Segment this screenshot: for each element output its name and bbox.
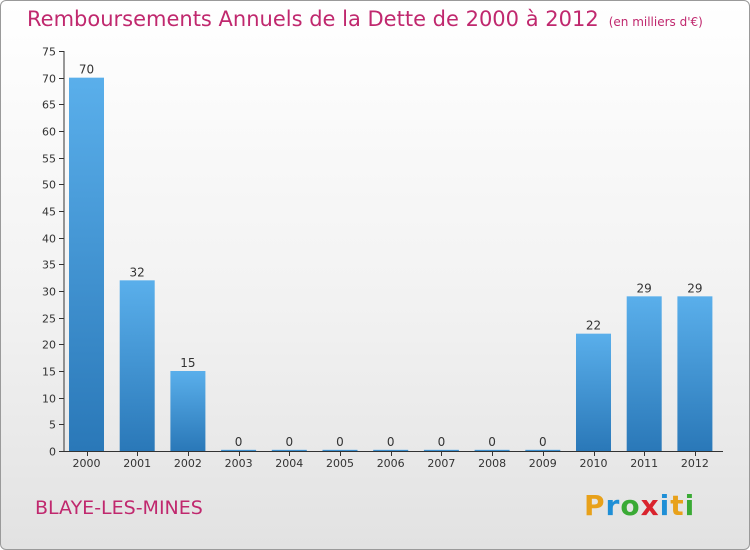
bar-value-label: 0 xyxy=(235,435,243,449)
chart-axes: 0 5 10 15 20 25 30 35 40 45 50 55 60 65 70 75 xyxy=(42,46,723,459)
x-tick-label: 2012 xyxy=(681,457,709,470)
bar xyxy=(69,77,104,452)
y-tick-label: 50 xyxy=(42,179,56,192)
x-tick-label: 2010 xyxy=(580,457,608,470)
logo-letter: i xyxy=(659,489,671,522)
bar-value-label: 0 xyxy=(285,435,293,449)
logo-letter: x xyxy=(640,489,660,522)
x-tick-label: 2009 xyxy=(529,457,557,470)
x-tick-label: 2000 xyxy=(73,457,101,470)
y-tick-label: 55 xyxy=(42,153,56,166)
y-tick-label: 70 xyxy=(42,73,56,86)
y-tick-label: 25 xyxy=(42,313,56,326)
y-tick-label: 30 xyxy=(42,286,56,299)
bar xyxy=(576,333,611,451)
town-name: BLAYE-LES-MINES xyxy=(35,497,203,519)
bar-value-label: 15 xyxy=(180,356,195,370)
bar xyxy=(271,449,307,451)
bar-value-label: 0 xyxy=(336,435,344,449)
chart-title-text: Remboursements Annuels de la Dette de 20… xyxy=(27,7,599,31)
x-tick-label: 2006 xyxy=(377,457,405,470)
logo-letter: P xyxy=(584,489,606,522)
y-tick-label: 40 xyxy=(42,233,56,246)
x-tick-label: 2002 xyxy=(174,457,202,470)
y-tick-label: 15 xyxy=(42,366,56,379)
x-tick-label: 2007 xyxy=(427,457,455,470)
bar-value-label: 29 xyxy=(637,281,652,295)
bar xyxy=(423,449,459,451)
bar xyxy=(119,280,155,451)
chart-title: Remboursements Annuels de la Dette de 20… xyxy=(27,7,703,31)
logo-letter: r xyxy=(605,489,621,522)
bar xyxy=(677,296,713,451)
chart-bars xyxy=(69,77,713,452)
y-tick-label: 20 xyxy=(42,339,56,352)
x-tick-label: 2011 xyxy=(630,457,658,470)
bar xyxy=(525,449,561,451)
bar-value-label: 70 xyxy=(79,63,94,77)
x-tick-label: 2004 xyxy=(275,457,303,470)
y-tick-label: 60 xyxy=(42,126,56,139)
logo-letter: o xyxy=(620,489,641,522)
y-tick-label: 0 xyxy=(49,446,56,459)
bar xyxy=(221,449,257,451)
logo-letter: i xyxy=(684,489,696,522)
bar xyxy=(373,449,409,451)
bar xyxy=(626,296,662,451)
proxiti-logo[interactable]: Proxiti xyxy=(584,489,695,522)
x-tick-label: 2005 xyxy=(326,457,354,470)
bar-value-label: 0 xyxy=(539,435,547,449)
chart-unit: (en milliers d'€) xyxy=(608,15,703,29)
bar-value-label: 0 xyxy=(488,435,496,449)
bar-value-label: 32 xyxy=(130,265,145,279)
bar-value-label: 22 xyxy=(586,319,601,333)
bar-value-label: 0 xyxy=(387,435,395,449)
y-tick-label: 45 xyxy=(42,206,56,219)
bar xyxy=(474,449,510,451)
bar-value-label: 0 xyxy=(438,435,446,449)
y-tick-label: 10 xyxy=(42,393,56,406)
x-tick-label: 2001 xyxy=(123,457,151,470)
chart-labels: 70 2000 32 2001 15 2002 0 2003 0 2004 0 2005 0 2006 0 2… xyxy=(73,63,709,470)
x-tick-label: 2003 xyxy=(225,457,253,470)
logo-letter: t xyxy=(670,489,685,522)
bar xyxy=(322,449,358,451)
x-tick-label: 2008 xyxy=(478,457,506,470)
y-tick-label: 35 xyxy=(42,259,56,272)
bar-value-label: 29 xyxy=(687,281,702,295)
bar xyxy=(170,371,206,451)
y-tick-label: 5 xyxy=(49,419,56,432)
y-tick-label: 65 xyxy=(42,99,56,112)
y-tick-label: 75 xyxy=(42,46,56,59)
